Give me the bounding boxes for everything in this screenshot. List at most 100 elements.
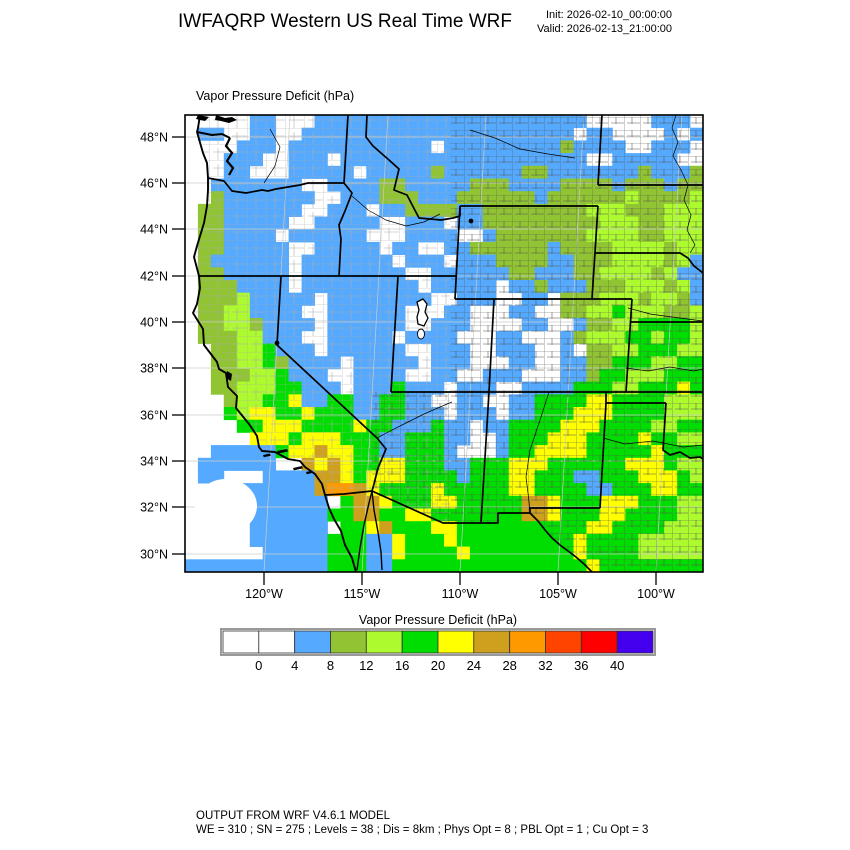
field-cell bbox=[392, 559, 587, 572]
arkansas-river bbox=[625, 366, 703, 372]
lat-tick-label: 38°N bbox=[140, 362, 168, 376]
border-tx-ok-east bbox=[662, 402, 703, 460]
lat-tick-label: 44°N bbox=[140, 223, 168, 237]
init-timestamp: Init: 2026-02-10_00:00:00 bbox=[546, 9, 672, 21]
border-tx-nm-32n bbox=[529, 507, 600, 513]
lon-tick-label: 115°W bbox=[344, 587, 381, 601]
border-mexico-ca bbox=[324, 490, 373, 496]
yellowstone-lake bbox=[468, 218, 474, 224]
great-salt-lake bbox=[416, 298, 429, 327]
page-title: IWFAQRP Western US Real Time WRF bbox=[178, 11, 512, 32]
legend-tick-label: 4 bbox=[291, 658, 298, 673]
border-mt-nd bbox=[597, 115, 603, 186]
legend-cell bbox=[616, 630, 654, 654]
legend-tick-label: 20 bbox=[431, 658, 445, 673]
platte-river bbox=[627, 307, 703, 322]
rio-grande-nm bbox=[525, 391, 550, 514]
san-juan-islands bbox=[215, 115, 237, 123]
gulf-california-west-shore bbox=[356, 490, 373, 571]
ocean-detail bbox=[195, 479, 257, 533]
legend-tick-label: 40 bbox=[610, 658, 624, 673]
border-ca-nv bbox=[276, 275, 378, 439]
legend-tick-label: 0 bbox=[255, 658, 262, 673]
field-cell bbox=[456, 533, 574, 547]
field-cell bbox=[392, 521, 432, 535]
field-cell bbox=[340, 521, 367, 535]
columbia-river bbox=[263, 128, 281, 184]
county-lines-east bbox=[450, 115, 703, 572]
border-or-id bbox=[338, 182, 353, 277]
channel-island bbox=[277, 449, 288, 454]
colorado-river-az bbox=[376, 401, 453, 439]
lon-tick-label: 105°W bbox=[539, 587, 577, 601]
field-cell bbox=[379, 521, 393, 535]
legend-cell bbox=[365, 630, 403, 654]
border-wy-west bbox=[454, 205, 461, 300]
border-wa-or bbox=[207, 177, 344, 194]
legend-tick-label: 24 bbox=[467, 658, 481, 673]
field-cell bbox=[223, 394, 238, 408]
snake-river bbox=[351, 195, 441, 227]
legend-cell bbox=[258, 630, 295, 654]
legend-cell bbox=[330, 630, 367, 654]
axes: 48°N 46°N 44°N 42°N 40°N 38°N 36°N 34°N 32°N 30°N… bbox=[140, 131, 675, 602]
border-az-nm bbox=[480, 391, 490, 524]
legend-cell bbox=[437, 630, 475, 654]
footer-config-line: WE = 310 ; SN = 275 ; Levels = 38 ; Dis … bbox=[196, 824, 648, 836]
legend-cell bbox=[222, 630, 260, 654]
border-co-east bbox=[625, 298, 633, 393]
field-cell bbox=[249, 533, 328, 547]
legend-tick-label: 28 bbox=[502, 658, 516, 673]
lat-tick-label: 32°N bbox=[140, 501, 168, 515]
lat-tick-label: 30°N bbox=[140, 548, 168, 562]
legend-cell bbox=[294, 630, 331, 654]
border-sd-ne bbox=[595, 252, 703, 274]
field-cell bbox=[392, 546, 406, 560]
field-cell bbox=[431, 521, 458, 535]
field-cell bbox=[340, 495, 354, 509]
valid-timestamp: Valid: 2026-02-13_21:00:00 bbox=[537, 23, 672, 35]
ocean-clear-patch bbox=[195, 479, 257, 533]
legend-cell bbox=[545, 630, 582, 654]
legend-frame bbox=[220, 628, 656, 656]
legend-cell bbox=[473, 630, 510, 654]
water-features bbox=[196, 115, 474, 475]
field-cell bbox=[444, 533, 458, 547]
border-mexico-az-nm bbox=[371, 490, 530, 524]
strait-juan-de-fuca bbox=[196, 131, 231, 139]
state-borders bbox=[192, 115, 703, 572]
border-wa-id bbox=[343, 115, 349, 184]
border-ca-az-river bbox=[371, 437, 387, 492]
legend-tick-label: 12 bbox=[359, 658, 373, 673]
legend-tick-label: 36 bbox=[574, 658, 588, 673]
field-cell bbox=[469, 546, 574, 560]
legend-tick-label: 32 bbox=[538, 658, 552, 673]
legend-tick-label: 16 bbox=[395, 658, 409, 673]
border-rio-grande-tx bbox=[529, 512, 593, 572]
pacific-coastline bbox=[192, 115, 326, 496]
field-cell bbox=[223, 407, 238, 421]
lon-tick-label: 120°W bbox=[245, 587, 283, 601]
field-cell bbox=[456, 546, 471, 560]
puget-sound bbox=[224, 137, 235, 176]
lat-tick-label: 46°N bbox=[140, 177, 168, 191]
channel-island bbox=[263, 453, 271, 458]
border-mt-id bbox=[365, 115, 461, 221]
lat-tick-label: 36°N bbox=[140, 409, 168, 423]
field-cell bbox=[185, 559, 328, 572]
utah-lake bbox=[417, 328, 425, 340]
legend-title: Vapor Pressure Deficit (hPa) bbox=[359, 613, 517, 627]
legend-colorbar: 0 4 8 12 16 20 24 28 32 36 40 bbox=[220, 628, 656, 673]
map-frame bbox=[184, 114, 704, 573]
footer-model-line: OUTPUT FROM WRF V4.6.1 MODEL bbox=[196, 810, 391, 822]
lat-tick-label: 48°N bbox=[140, 131, 168, 145]
lat-tick-label: 40°N bbox=[140, 316, 168, 330]
missouri-river-sd bbox=[683, 184, 696, 254]
canadian-river bbox=[602, 437, 703, 448]
field-cell bbox=[262, 470, 315, 484]
border-ut-co bbox=[488, 298, 495, 393]
field-cell bbox=[366, 559, 393, 572]
field-cell bbox=[249, 521, 328, 535]
field-cell bbox=[327, 546, 367, 560]
